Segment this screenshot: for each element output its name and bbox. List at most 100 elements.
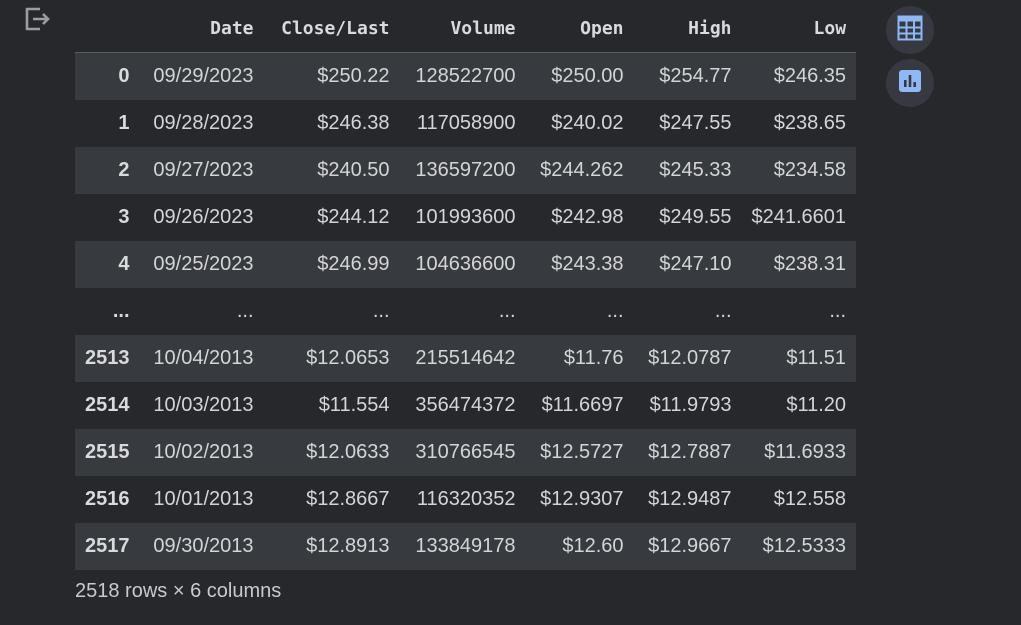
- row-index: 4: [75, 241, 140, 288]
- cell-date: ...: [139, 288, 264, 335]
- cell-date: 09/26/2023: [139, 194, 264, 241]
- column-header-high: High: [633, 5, 742, 53]
- cell-high: $12.0787: [633, 335, 742, 382]
- cell-high: $245.33: [633, 147, 742, 194]
- cell-high: $247.55: [633, 100, 742, 147]
- table-row: 2517 09/30/2013 $12.8913 133849178 $12.60 $12…: [75, 523, 857, 570]
- cell-high: $12.7887: [633, 429, 742, 476]
- cell-low: $12.558: [741, 476, 857, 523]
- cell-volume: 101993600: [399, 194, 526, 241]
- row-index: 1: [75, 100, 140, 147]
- cell-high: $12.9667: [633, 523, 742, 570]
- table-row: 2514 10/03/2013 $11.554 356474372 $11.6697 $1…: [75, 382, 857, 429]
- cell-open: $11.76: [525, 335, 634, 382]
- cell-low: $11.20: [741, 382, 857, 429]
- cell-date: 09/30/2013: [139, 523, 264, 570]
- cell-close: $250.22: [263, 52, 400, 100]
- cell-close: $12.0633: [263, 429, 400, 476]
- row-index: 2515: [75, 429, 140, 476]
- cell-volume: 104636600: [399, 241, 526, 288]
- cell-low: $11.6933: [741, 429, 857, 476]
- cell-close: ...: [263, 288, 400, 335]
- cell-open: ...: [525, 288, 634, 335]
- index-header: [75, 5, 140, 53]
- cell-volume: 356474372: [399, 382, 526, 429]
- cell-volume: 215514642: [399, 335, 526, 382]
- cell-close: $246.99: [263, 241, 400, 288]
- cell-volume: 136597200: [399, 147, 526, 194]
- cell-high: ...: [633, 288, 742, 335]
- cell-high: $11.9793: [633, 382, 742, 429]
- cell-high: $247.10: [633, 241, 742, 288]
- cell-date: 10/03/2013: [139, 382, 264, 429]
- cell-low: $238.65: [741, 100, 857, 147]
- cell-close: $244.12: [263, 194, 400, 241]
- cell-open: $242.98: [525, 194, 634, 241]
- cell-date: 09/25/2023: [139, 241, 264, 288]
- bar-chart-icon: [898, 69, 922, 98]
- row-index: 2516: [75, 476, 140, 523]
- output-exit-icon[interactable]: [22, 4, 52, 34]
- table-row: 3 09/26/2023 $244.12 101993600 $242.98 $249.5…: [75, 194, 857, 241]
- dataframe-table: Date Close/Last Volume Open High Low 0 09…: [75, 5, 857, 570]
- cell-volume: 133849178: [399, 523, 526, 570]
- cell-date: 09/27/2023: [139, 147, 264, 194]
- table-row: 2515 10/02/2013 $12.0633 310766545 $12.5727 $…: [75, 429, 857, 476]
- column-header-close: Close/Last: [263, 5, 400, 53]
- cell-high: $249.55: [633, 194, 742, 241]
- cell-open: $12.5727: [525, 429, 634, 476]
- table-body: 0 09/29/2023 $250.22 128522700 $250.00 $254.7…: [75, 52, 857, 570]
- cell-high: $254.77: [633, 52, 742, 100]
- cell-low: $234.58: [741, 147, 857, 194]
- cell-date: 10/01/2013: [139, 476, 264, 523]
- table-view-button[interactable]: [886, 6, 934, 54]
- row-index: 2517: [75, 523, 140, 570]
- cell-volume: 117058900: [399, 100, 526, 147]
- cell-volume: 116320352: [399, 476, 526, 523]
- column-header-date: Date: [139, 5, 264, 53]
- cell-close: $246.38: [263, 100, 400, 147]
- row-index: 2514: [75, 382, 140, 429]
- dataframe-shape-text: 2518 rows × 6 columns: [75, 580, 282, 602]
- cell-open: $11.6697: [525, 382, 634, 429]
- row-index: 2: [75, 147, 140, 194]
- table-row: 2513 10/04/2013 $12.0653 215514642 $11.76 $12…: [75, 335, 857, 382]
- table-row: .....................: [75, 288, 857, 335]
- table-row: 1 09/28/2023 $246.38 117058900 $240.02 $247.5…: [75, 100, 857, 147]
- table-row: 0 09/29/2023 $250.22 128522700 $250.00 $254.7…: [75, 52, 857, 100]
- row-index: 3: [75, 194, 140, 241]
- cell-date: 10/02/2013: [139, 429, 264, 476]
- row-index: ...: [75, 288, 140, 335]
- cell-close: $12.8913: [263, 523, 400, 570]
- column-header-low: Low: [741, 5, 857, 53]
- table-row: 2 09/27/2023 $240.50 136597200 $244.262 $245.…: [75, 147, 857, 194]
- cell-date: 09/28/2023: [139, 100, 264, 147]
- cell-low: $12.5333: [741, 523, 857, 570]
- cell-low: $246.35: [741, 52, 857, 100]
- column-header-open: Open: [525, 5, 634, 53]
- chart-suggest-button[interactable]: [886, 59, 934, 107]
- cell-volume: 128522700: [399, 52, 526, 100]
- cell-close: $11.554: [263, 382, 400, 429]
- column-header-volume: Volume: [399, 5, 526, 53]
- row-index: 0: [75, 52, 140, 100]
- cell-close: $240.50: [263, 147, 400, 194]
- cell-close: $12.0653: [263, 335, 400, 382]
- cell-low: $11.51: [741, 335, 857, 382]
- cell-open: $250.00: [525, 52, 634, 100]
- cell-date: 10/04/2013: [139, 335, 264, 382]
- cell-date: 09/29/2023: [139, 52, 264, 100]
- cell-high: $12.9487: [633, 476, 742, 523]
- table-row: 4 09/25/2023 $246.99 104636600 $243.38 $247.1…: [75, 241, 857, 288]
- cell-open: $240.02: [525, 100, 634, 147]
- cell-volume: 310766545: [399, 429, 526, 476]
- cell-open: $243.38: [525, 241, 634, 288]
- cell-volume: ...: [399, 288, 526, 335]
- cell-close: $12.8667: [263, 476, 400, 523]
- table-row: 2516 10/01/2013 $12.8667 116320352 $12.9307 $…: [75, 476, 857, 523]
- cell-low: $238.31: [741, 241, 857, 288]
- cell-low: ...: [741, 288, 857, 335]
- table-grid-icon: [897, 15, 923, 46]
- cell-open: $244.262: [525, 147, 634, 194]
- row-index: 2513: [75, 335, 140, 382]
